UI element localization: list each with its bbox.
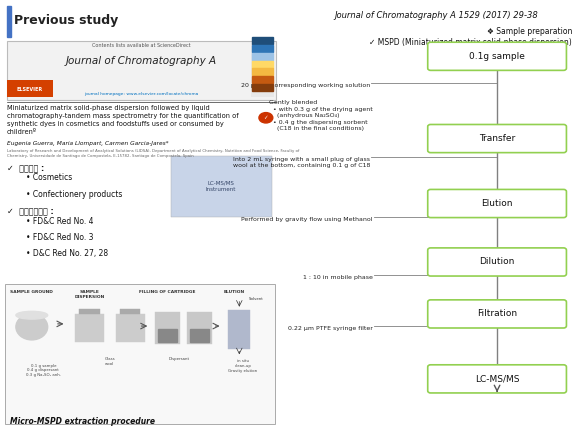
Bar [190,329,209,342]
Ellipse shape [16,314,47,340]
Text: Glass
wool: Glass wool [105,357,115,366]
FancyBboxPatch shape [251,44,274,97]
Text: ✓ MSPD (Miniaturized matrix solid-phase dispersion): ✓ MSPD (Miniaturized matrix solid-phase … [369,38,572,47]
FancyBboxPatch shape [428,190,566,217]
Bar [252,61,273,68]
Text: ✓: ✓ [264,115,268,120]
Text: • D&C Red No. 27, 28: • D&C Red No. 27, 28 [26,249,108,259]
FancyBboxPatch shape [5,284,275,424]
Bar [252,53,273,60]
Bar [187,312,212,344]
Bar [79,309,100,314]
Text: 0.1g sample: 0.1g sample [469,52,525,61]
Bar [75,314,104,342]
Text: ELSEVIER: ELSEVIER [17,87,43,92]
Bar [120,309,140,314]
Text: in situ
clean-up
Gravity elution: in situ clean-up Gravity elution [228,359,257,372]
Text: Laboratory of Research and Development of Analytical Solutions (LIDSA), Departme: Laboratory of Research and Development o… [7,149,299,158]
Text: Contents lists available at ScienceDirect: Contents lists available at ScienceDirec… [92,43,191,48]
Bar [158,329,177,342]
Text: Dilution: Dilution [479,258,515,266]
Text: Journal of Chromatography A 1529 (2017) 29-38: Journal of Chromatography A 1529 (2017) … [335,11,538,20]
Text: Previous study: Previous study [14,14,118,27]
Text: Journal of Chromatography A: Journal of Chromatography A [66,55,217,66]
FancyBboxPatch shape [428,365,566,393]
Text: Into 2 mL syringe with a small plug of glass
wool at the bottom, containing 0.1 : Into 2 mL syringe with a small plug of g… [232,157,370,168]
Text: SAMPLE GROUND: SAMPLE GROUND [10,290,53,294]
Bar [252,76,273,83]
Text: ❖ Sample preparation: ❖ Sample preparation [487,27,572,36]
Text: Micro-MSPD extraction procedure: Micro-MSPD extraction procedure [10,417,155,426]
Bar [252,37,273,44]
Text: Filtration: Filtration [477,310,517,318]
Text: • Confectionery products: • Confectionery products [26,190,123,199]
Text: journal homepage: www.elsevier.com/locate/chroma: journal homepage: www.elsevier.com/locat… [84,92,199,97]
FancyBboxPatch shape [428,248,566,276]
Text: LC-MS/MS
Instrument: LC-MS/MS Instrument [206,181,236,191]
FancyBboxPatch shape [428,42,566,71]
Text: 1 : 10 in mobile phase: 1 : 10 in mobile phase [303,275,373,280]
Bar [155,312,180,344]
Bar [252,84,273,91]
Bar [116,314,144,342]
Text: 0.1 g sample
0.4 g dispersant
0.3 g Na₂SO₄ anh.: 0.1 g sample 0.4 g dispersant 0.3 g Na₂S… [26,364,61,377]
Text: Performed by gravity flow using Methanol: Performed by gravity flow using Methanol [241,217,373,223]
Text: • Cosmetics: • Cosmetics [26,173,72,182]
Text: LC-MS/MS: LC-MS/MS [475,375,519,383]
Text: Gently blended
  • with 0.3 g of the drying agent
    (anhydrous Na₂SO₄)
  • 0.4: Gently blended • with 0.3 g of the dryin… [269,100,373,131]
Text: • FD&C Red No. 4: • FD&C Red No. 4 [26,216,94,226]
Text: 20 μl the corresponding working solution: 20 μl the corresponding working solution [240,83,370,88]
Bar [252,45,273,52]
FancyBboxPatch shape [428,300,566,328]
Circle shape [259,113,273,123]
Text: • FD&C Red No. 3: • FD&C Red No. 3 [26,233,94,242]
FancyBboxPatch shape [171,156,272,216]
Ellipse shape [16,311,47,319]
FancyBboxPatch shape [7,41,276,100]
Text: Solvent: Solvent [249,297,264,301]
Bar [7,6,11,37]
Text: ✓  분석대상물질 :: ✓ 분석대상물질 : [7,208,54,217]
Text: ✓  매트릭스 :: ✓ 매트릭스 : [7,165,44,174]
Text: Dispersant: Dispersant [169,357,190,361]
Text: 0.22 μm PTFE syringe filter: 0.22 μm PTFE syringe filter [288,326,373,331]
FancyBboxPatch shape [7,80,53,97]
Bar [252,68,273,75]
Text: ELUTION: ELUTION [224,290,244,294]
Text: Elution: Elution [481,199,513,208]
Text: Transfer: Transfer [479,134,515,143]
Text: Miniaturized matrix solid-phase dispersion followed by liquid
chromatography-tan: Miniaturized matrix solid-phase dispersi… [7,105,239,135]
Text: SAMPLE
DISPERSION: SAMPLE DISPERSION [75,290,105,299]
FancyBboxPatch shape [428,124,566,153]
Text: FILLING OF CARTRIDGE: FILLING OF CARTRIDGE [139,290,196,294]
Bar [228,310,250,349]
Text: Eugenia Guerra, Maria Llompart, Carmen Garcia-Jares*: Eugenia Guerra, Maria Llompart, Carmen G… [7,141,169,146]
